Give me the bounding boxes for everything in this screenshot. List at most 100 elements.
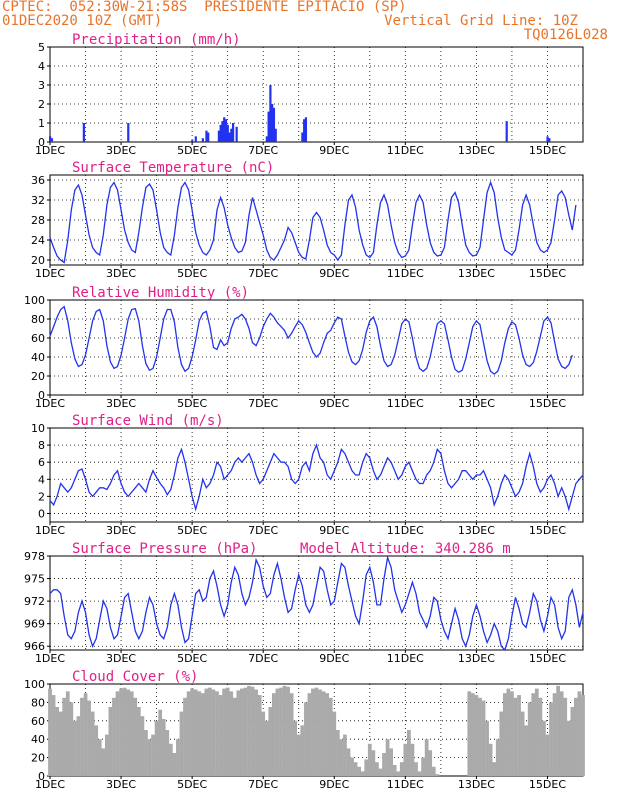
pres-series-line <box>49 554 584 652</box>
cloud-area-bar <box>275 688 280 776</box>
temp-xtick-label: 13DEC <box>458 267 495 280</box>
precip-bar <box>269 85 272 142</box>
pres-xtick-label: 9DEC <box>319 652 349 665</box>
precip-bar <box>548 138 551 142</box>
wind-xtick-label: 3DEC <box>106 524 136 537</box>
temp-series-line <box>49 180 577 264</box>
cloud-area-bar <box>211 689 216 776</box>
cloud-area-bar <box>506 688 511 776</box>
cloud-area-bar <box>279 687 283 776</box>
cloud-area-bar <box>545 734 550 776</box>
rh-xtick-label: 13DEC <box>458 397 495 410</box>
cloud-area-bar <box>435 774 440 776</box>
cloud-xtick-label: 7DEC <box>248 778 278 791</box>
pres-annotation: Model Altitude: 340.286 m <box>300 541 511 557</box>
precip-bar <box>194 136 197 142</box>
precip-ytick-label: 2 <box>38 98 45 111</box>
cloud-area-bar <box>321 691 326 776</box>
cloud-area-bar <box>225 687 230 776</box>
cloud-area-bar <box>83 693 88 776</box>
cloud-area-bar <box>222 688 226 776</box>
cloud-area-bar <box>183 697 187 776</box>
pres-ytick-label: 978 <box>24 550 45 563</box>
precip-bar <box>50 138 53 142</box>
cloud-area-bar <box>58 711 63 776</box>
cloud-xtick-label: 9DEC <box>319 778 349 791</box>
cloud-area-bar <box>556 685 561 776</box>
cloud-area-bar <box>90 711 95 776</box>
pres-xtick-label: 15DEC <box>529 652 566 665</box>
cloud-area-bar <box>574 697 578 776</box>
pres-ytick-label: 966 <box>24 640 45 653</box>
cloud-area-bar <box>364 759 369 776</box>
cloud-area-bar <box>289 693 294 776</box>
precip-xtick-label: 15DEC <box>529 144 566 157</box>
cloud-area-bar <box>542 720 546 776</box>
wind-xtick-label: 15DEC <box>529 524 566 537</box>
cloud-area-bar <box>232 697 237 776</box>
cloud-area-bar <box>485 720 489 776</box>
cloud-area-bar <box>566 720 571 776</box>
cloud-area-bar <box>534 688 539 776</box>
rh-title: Relative Humidity (%) <box>72 285 249 301</box>
cloud-area-bar <box>392 764 397 776</box>
precip-bar <box>274 128 277 142</box>
precip-bar <box>546 136 549 142</box>
cloud-area-bar <box>72 720 77 776</box>
cloud-area-bar <box>147 739 152 776</box>
cloud-area-bar <box>524 725 529 776</box>
precip-ytick-label: 5 <box>38 41 45 54</box>
cloud-ytick-label: 60 <box>31 715 45 728</box>
cloud-area-bar <box>243 687 248 776</box>
cloud-area-bar <box>215 691 219 776</box>
cloud-area-bar <box>417 771 422 776</box>
precip-bar <box>82 123 85 142</box>
cloud-area-bar <box>240 688 244 776</box>
cloud-area-bar <box>481 700 486 776</box>
wind-title: Surface Wind (m/s) <box>72 413 224 429</box>
cloud-area-bar <box>154 720 159 776</box>
pres-ytick-label: 975 <box>24 573 45 586</box>
cloud-area-bar <box>513 697 518 776</box>
rh-xtick-label: 15DEC <box>529 397 566 410</box>
precip-bar <box>272 107 276 142</box>
cloud-area-bar <box>307 693 312 776</box>
cloud-xtick-label: 15DEC <box>529 778 566 791</box>
wind-xtick-label: 9DEC <box>319 524 349 537</box>
cloud-area-bar <box>62 697 67 776</box>
cloud-area-bar <box>428 750 433 776</box>
cloud-area-bar <box>563 697 568 776</box>
cloud-area-bar <box>179 711 184 776</box>
cloud-area-bar <box>385 739 390 776</box>
wind-frame <box>49 427 584 523</box>
pres-xtick-label: 13DEC <box>458 652 495 665</box>
cloud-area-bar <box>371 750 376 776</box>
precip-xtick-label: 9DEC <box>319 144 349 157</box>
cloud-area-bar <box>300 725 305 776</box>
cloud-area-bar <box>314 687 319 776</box>
cloud-ytick-label: 100 <box>24 678 45 691</box>
rh-xtick-label: 1DEC <box>35 397 65 410</box>
pres-frame <box>49 555 584 651</box>
header-station: CPTEC: 052:30W-21:58S PRESIDENTE EPITACI… <box>2 0 407 15</box>
cloud-area-bar <box>396 771 401 776</box>
rh-xtick-label: 9DEC <box>319 397 349 410</box>
cloud-area-bar <box>129 691 134 776</box>
cloud-area-bar <box>236 690 241 776</box>
rh-ytick-label: 80 <box>31 313 45 326</box>
cloud-area-bar <box>570 707 575 776</box>
rh-ytick-label: 20 <box>31 370 45 383</box>
cloud-area-bar <box>115 691 120 776</box>
cloud-area-bar <box>502 693 507 776</box>
temp-frame <box>49 174 584 266</box>
cloud-area-bar <box>264 720 269 776</box>
cloud-area-bar <box>414 762 418 776</box>
precip-bar <box>127 123 130 142</box>
wind-ytick-label: 0 <box>38 507 45 520</box>
precip-bar <box>223 117 226 142</box>
precip-bar <box>205 130 208 142</box>
precip-bar <box>231 123 235 142</box>
cloud-area-bar <box>549 702 553 776</box>
cloud-area-bar <box>112 697 116 776</box>
precip-ytick-label: 3 <box>38 79 45 92</box>
